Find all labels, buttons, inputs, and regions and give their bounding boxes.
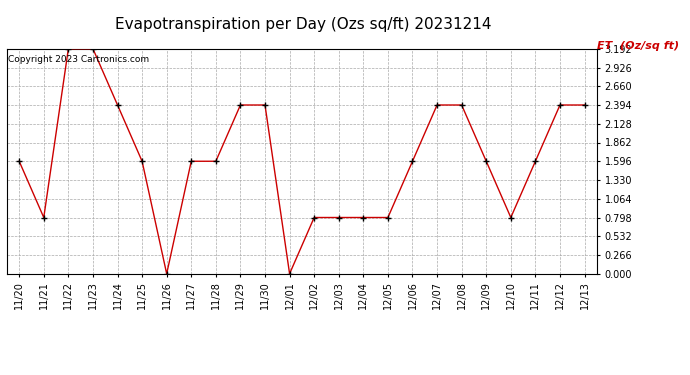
Text: ET  (Oz/sq ft): ET (Oz/sq ft)	[597, 41, 679, 51]
Text: Copyright 2023 Cartronics.com: Copyright 2023 Cartronics.com	[8, 56, 149, 64]
Text: Evapotranspiration per Day (Ozs sq/ft) 20231214: Evapotranspiration per Day (Ozs sq/ft) 2…	[115, 17, 492, 32]
